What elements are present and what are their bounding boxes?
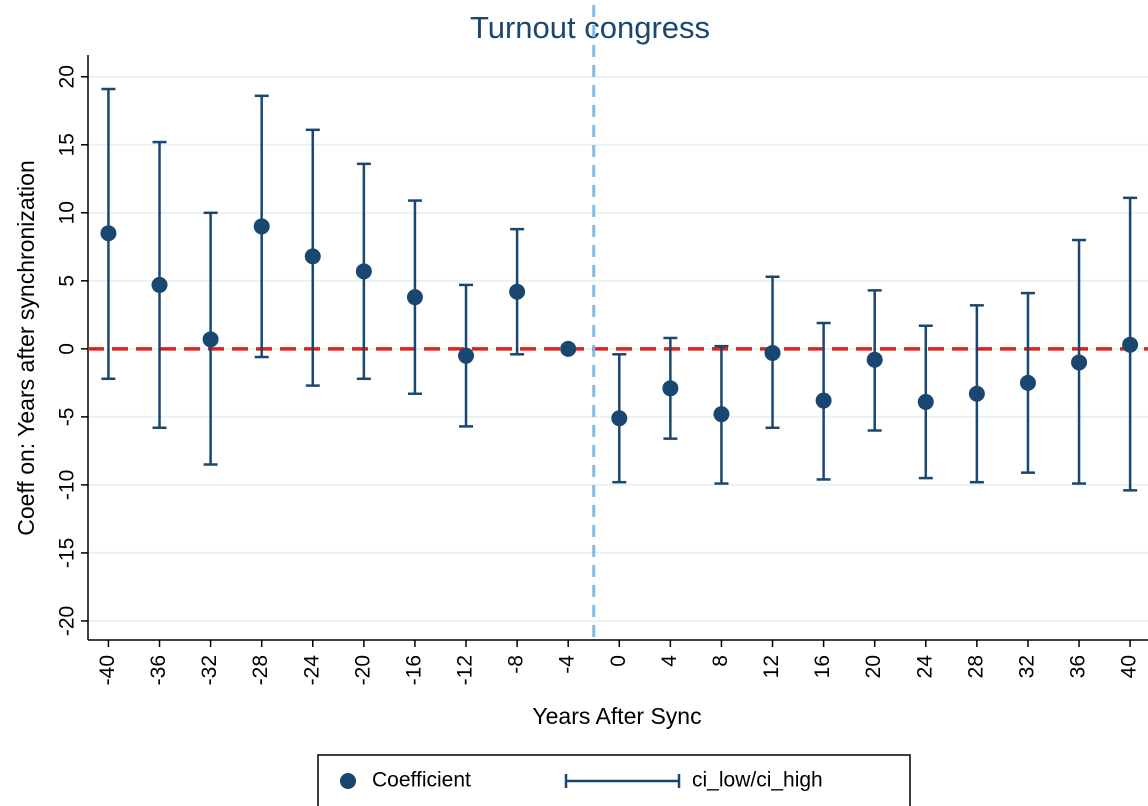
x-tick-label: 8 xyxy=(709,655,732,667)
x-tick-label: -24 xyxy=(300,655,323,686)
x-tick-label: -28 xyxy=(249,655,272,685)
y-axis-label: Coeff on: Years after synchronization xyxy=(13,160,39,535)
x-tick-label: 0 xyxy=(607,655,630,667)
y-tick-label: 10 xyxy=(56,201,79,224)
point xyxy=(1122,336,1139,353)
point xyxy=(1071,354,1088,371)
chart-title: Turnout congress xyxy=(470,10,710,45)
x-tick-label: 4 xyxy=(658,655,681,667)
point xyxy=(253,218,270,235)
point xyxy=(968,385,985,402)
y-tick-label: -20 xyxy=(56,606,79,636)
y-tick-label: -10 xyxy=(56,470,79,500)
y-tick-label: 0 xyxy=(56,343,79,355)
x-tick-label: 32 xyxy=(1015,655,1038,678)
point xyxy=(917,393,934,410)
y-tick-label: 20 xyxy=(56,65,79,88)
x-axis-label: Years After Sync xyxy=(532,703,701,729)
point xyxy=(151,276,168,293)
point xyxy=(611,410,628,427)
x-tick-label: 28 xyxy=(964,655,987,678)
x-tick-label: -32 xyxy=(198,655,221,685)
x-tick-label: -40 xyxy=(96,655,119,685)
point xyxy=(304,248,321,265)
point xyxy=(100,225,117,242)
point xyxy=(662,380,679,397)
legend-label: Coefficient xyxy=(372,769,471,792)
x-tick-label: 20 xyxy=(862,655,885,678)
point xyxy=(509,283,526,300)
y-tick-label: -5 xyxy=(56,408,79,427)
x-tick-label: 40 xyxy=(1118,655,1141,678)
point xyxy=(202,331,219,348)
x-tick-label: 16 xyxy=(811,655,834,678)
x-tick-label: -20 xyxy=(351,655,374,685)
y-tick-label: -15 xyxy=(56,538,79,568)
x-tick-label: -16 xyxy=(402,655,425,685)
x-tick-label: -36 xyxy=(147,655,170,685)
point xyxy=(355,263,372,280)
point xyxy=(1019,374,1036,391)
legend-marker xyxy=(340,773,356,789)
point xyxy=(764,344,781,361)
point xyxy=(560,340,577,357)
x-tick-label: 24 xyxy=(913,655,936,679)
y-tick-label: 15 xyxy=(56,133,79,156)
x-tick-label: -12 xyxy=(454,655,477,685)
y-tick-label: 5 xyxy=(56,275,79,287)
point xyxy=(713,406,730,423)
x-tick-label: 12 xyxy=(760,655,783,678)
point xyxy=(866,351,883,368)
point xyxy=(406,289,423,306)
legend-label: ci_low/ci_high xyxy=(692,769,823,792)
x-tick-label: 36 xyxy=(1067,655,1090,678)
point xyxy=(458,347,475,364)
x-tick-label: -8 xyxy=(505,655,528,674)
x-tick-label: -4 xyxy=(556,655,579,674)
point xyxy=(815,392,832,409)
